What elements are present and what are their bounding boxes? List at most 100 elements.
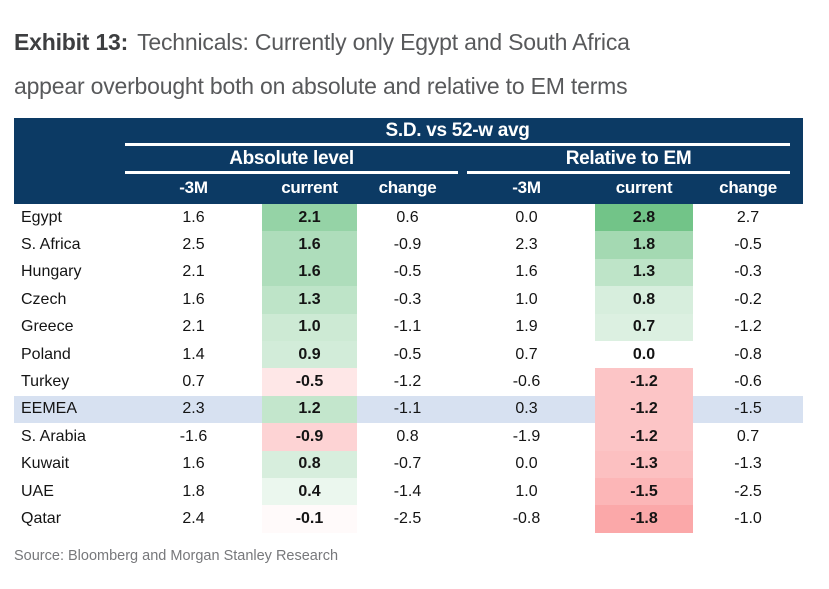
abs-change-cell: 0.8	[396, 427, 419, 445]
col-header-abs-current: current	[262, 174, 357, 204]
abs-current-cell: 1.2	[262, 395, 357, 424]
table-row: EEMEA 2.3 1.2 -1.1 0.3 -1.2 -1.5	[14, 395, 804, 424]
abs-change-cell: -1.4	[393, 482, 422, 500]
group-relative-cell: Relative to EM	[458, 146, 804, 174]
rel-current-cell: -1.5	[595, 477, 693, 506]
exhibit-title: Exhibit 13: Technicals: Currently only Eg…	[14, 20, 814, 108]
row-label: S. Africa	[21, 236, 81, 254]
title-line2: appear overbought both on absolute and r…	[14, 73, 628, 99]
unit-header-cell: S.D. vs 52-w avg	[125, 118, 804, 146]
rel-3m-cell: 2.3	[515, 236, 538, 254]
row-label: Hungary	[21, 263, 82, 281]
rel-change-cell: -1.5	[693, 395, 804, 424]
abs-current-cell: 2.1	[262, 204, 357, 232]
rel-change-cell: -0.8	[734, 345, 762, 363]
abs-current-cell: 1.6	[262, 258, 357, 287]
abs-change-cell: -0.5	[393, 263, 422, 281]
table-row: Czech 1.6 1.3 -0.3 1.0 0.8 -0.2	[14, 286, 803, 314]
row-label: EEMEA	[14, 395, 125, 424]
group-absolute-label: Absolute level	[125, 146, 458, 174]
abs-3m-cell: 0.7	[182, 373, 205, 391]
rel-3m-cell: -0.8	[512, 509, 541, 527]
rel-current-cell: 0.7	[595, 313, 693, 341]
row-label: Kuwait	[21, 455, 70, 473]
abs-current-cell: 1.3	[262, 286, 357, 314]
col-header-rel-3m: -3M	[458, 174, 595, 204]
rel-change-cell: 0.7	[736, 427, 760, 445]
table-row: Qatar 2.4 -0.1 -2.5 -0.8 -1.8 -1.0	[14, 505, 803, 533]
table-body: Egypt 1.6 2.1 0.6 0.0 2.8 2.7 S. Africa 2.5 1.6 -0…	[14, 204, 804, 533]
abs-change-cell: -2.5	[393, 509, 422, 527]
rel-3m-cell: 1.0	[515, 482, 538, 500]
table-row: S. Africa 2.5 1.6 -0.9 2.3 1.8 -0.5	[14, 231, 803, 259]
abs-3m-cell: 1.8	[182, 482, 205, 500]
abs-3m-cell: 2.5	[182, 236, 205, 254]
rel-current-cell: -1.2	[595, 423, 693, 451]
abs-change-cell: -0.9	[393, 236, 422, 254]
abs-current-cell: 1.0	[262, 313, 357, 341]
abs-3m-cell: 2.4	[182, 509, 205, 527]
rel-change-cell: -0.2	[734, 290, 762, 308]
row-label: UAE	[21, 482, 54, 500]
rel-3m-cell: -0.6	[512, 373, 541, 391]
abs-current-cell: -0.1	[262, 505, 357, 533]
rel-3m-cell: 1.6	[515, 263, 538, 281]
row-label: Qatar	[21, 509, 62, 527]
rel-current-cell: 1.3	[595, 258, 693, 287]
rel-current-cell: -1.2	[595, 368, 693, 396]
rel-change-cell: -0.6	[734, 373, 762, 391]
abs-3m-cell: 2.1	[182, 318, 205, 336]
rel-3m-cell: -1.9	[512, 427, 541, 445]
rel-current-cell: 0.0	[595, 340, 693, 369]
abs-3m-cell: 2.1	[182, 263, 205, 281]
col-header-rel-change: change	[693, 174, 804, 204]
row-label: Turkey	[21, 373, 70, 391]
rel-change-cell: -2.5	[734, 482, 762, 500]
corner-cell	[14, 118, 125, 204]
group-absolute-cell: Absolute level	[125, 146, 458, 174]
abs-change-cell: -0.3	[393, 290, 422, 308]
rel-current-cell: -1.3	[595, 450, 693, 478]
abs-3m-cell: 1.6	[182, 455, 205, 473]
row-label: Poland	[21, 345, 71, 363]
rel-3m-cell: 0.0	[515, 208, 538, 226]
rel-change-cell: -1.2	[734, 318, 762, 336]
abs-change-cell: -0.7	[393, 455, 422, 473]
rel-change-cell: 2.7	[736, 208, 760, 226]
abs-current-cell: 1.6	[262, 231, 357, 259]
abs-current-cell: -0.9	[262, 423, 357, 451]
rel-current-cell: -1.2	[595, 395, 693, 424]
unit-header-label: S.D. vs 52-w avg	[125, 118, 791, 146]
table-header: S.D. vs 52-w avg Absolute level Relative…	[14, 118, 804, 204]
header-row-columns: -3M current change -3M current change	[14, 174, 804, 204]
header-row-unit: S.D. vs 52-w avg	[14, 118, 804, 204]
table-row: Greece 2.1 1.0 -1.1 1.9 0.7 -1.2	[14, 313, 803, 341]
abs-current-cell: 0.9	[262, 340, 357, 369]
exhibit-label: Exhibit 13:	[14, 29, 129, 55]
header-row-groups: Absolute level Relative to EM	[14, 146, 804, 174]
rel-change-cell: -0.5	[734, 236, 762, 254]
rel-change-cell: -0.3	[734, 263, 762, 281]
abs-3m-cell: 1.4	[182, 345, 205, 363]
abs-change-cell: -1.1	[357, 395, 458, 424]
table-row: Poland 1.4 0.9 -0.5 0.7 0.0 -0.8	[14, 340, 803, 369]
abs-change-cell: 0.6	[396, 208, 419, 226]
col-header-rel-current: current	[595, 174, 693, 204]
technicals-table: S.D. vs 52-w avg Absolute level Relative…	[14, 118, 804, 533]
col-header-abs-change: change	[357, 174, 458, 204]
abs-3m-cell: 1.6	[182, 290, 205, 308]
abs-3m-cell: 2.3	[125, 395, 262, 424]
rel-3m-cell: 1.9	[515, 318, 538, 336]
row-label: Egypt	[21, 208, 62, 226]
table-row: Kuwait 1.6 0.8 -0.7 0.0 -1.3 -1.3	[14, 450, 803, 478]
abs-change-cell: -1.1	[393, 318, 422, 336]
table-row: Turkey 0.7 -0.5 -1.2 -0.6 -1.2 -0.6	[14, 368, 803, 396]
table-row: Hungary 2.1 1.6 -0.5 1.6 1.3 -0.3	[14, 258, 803, 287]
rel-change-cell: -1.0	[734, 509, 762, 527]
rel-current-cell: 1.8	[595, 231, 693, 259]
rel-current-cell: 0.8	[595, 286, 693, 314]
group-relative-label: Relative to EM	[467, 146, 791, 174]
rel-3m-cell: 0.3	[458, 395, 595, 424]
abs-current-cell: 0.4	[262, 477, 357, 506]
rel-change-cell: -1.3	[734, 455, 762, 473]
